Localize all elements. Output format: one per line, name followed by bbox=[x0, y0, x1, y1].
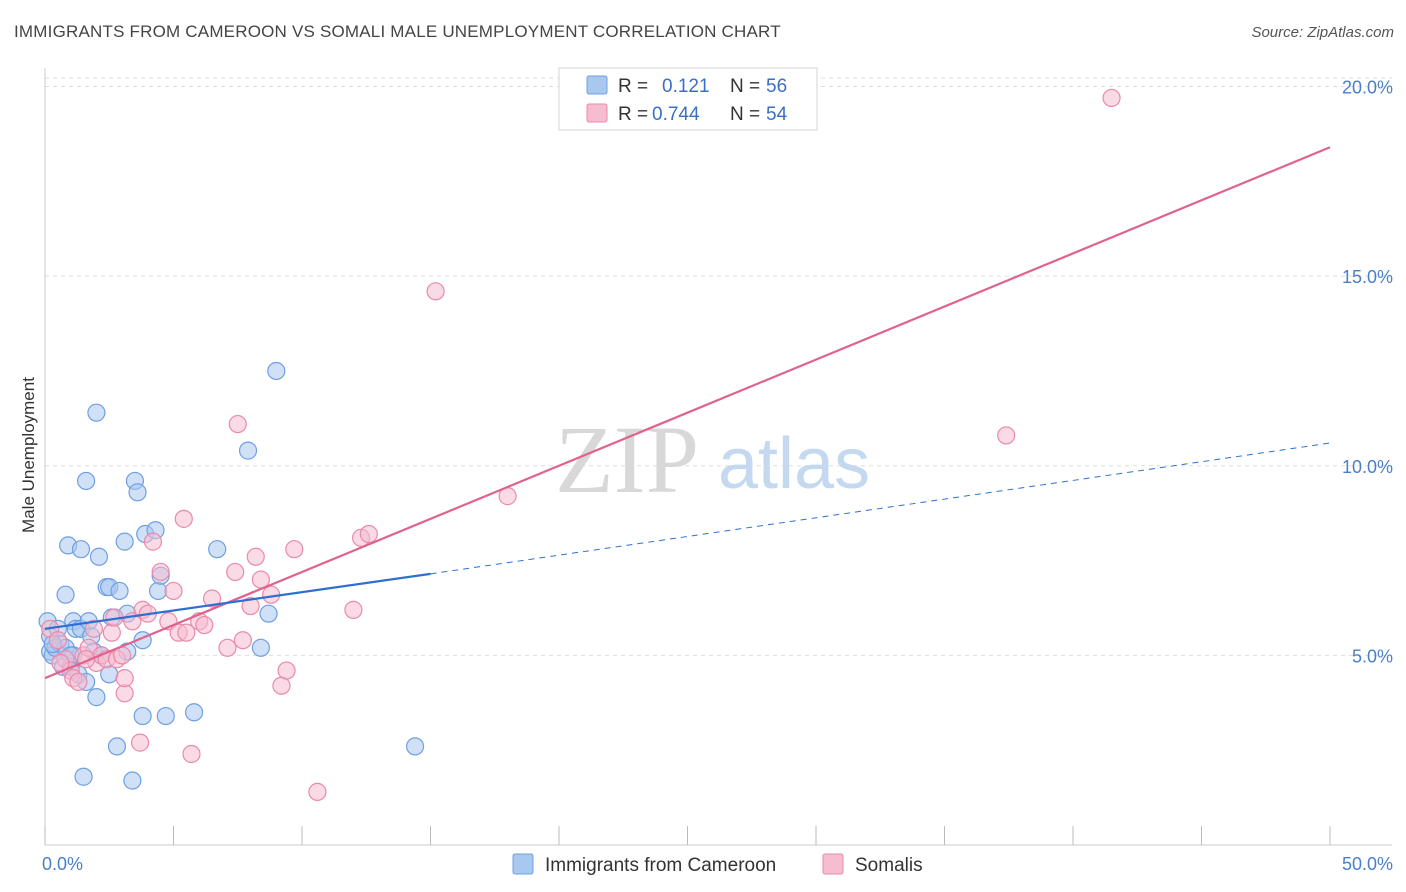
point-somalis-45 bbox=[359, 524, 378, 544]
point-somalis-35 bbox=[241, 596, 260, 616]
trend-line-somalis bbox=[44, 146, 1331, 680]
point-somalis-15 bbox=[115, 684, 134, 703]
point-cameroon-50 bbox=[251, 638, 270, 657]
point-cameroon-48 bbox=[208, 540, 227, 559]
source-label: Source: ZipAtlas.com bbox=[1251, 24, 1394, 41]
point-somalis-26 bbox=[174, 509, 193, 528]
point-cameroon-40 bbox=[133, 706, 152, 726]
y-tick-label-0: 5.0% bbox=[1352, 646, 1393, 666]
legend-r-label-2: R = bbox=[618, 104, 648, 125]
legend-r-value-2: 0.744 bbox=[652, 104, 700, 125]
legend-r-label-1: R = bbox=[618, 76, 648, 97]
legend-n-value-1: 56 bbox=[766, 76, 787, 97]
y-axis-label: Male Unemployment bbox=[19, 377, 38, 533]
legend-n-value-2: 54 bbox=[766, 104, 788, 125]
point-cameroon-20 bbox=[77, 471, 96, 491]
watermark-atlas: atlas bbox=[718, 424, 870, 504]
point-somalis-40 bbox=[277, 661, 296, 680]
y-tick-label-2: 15.0% bbox=[1342, 267, 1393, 287]
point-somalis-32 bbox=[226, 562, 245, 582]
point-somalis-41 bbox=[285, 540, 304, 559]
point-somalis-12 bbox=[102, 623, 121, 642]
point-somalis-49 bbox=[1102, 88, 1121, 108]
trend-line-cameroon bbox=[44, 572, 431, 630]
point-somalis-36 bbox=[246, 547, 265, 566]
watermark-zip: ZIP bbox=[555, 406, 699, 513]
point-somalis-16 bbox=[115, 669, 134, 688]
legend-n-label-2: N = bbox=[730, 104, 760, 125]
point-somalis-28 bbox=[182, 744, 201, 764]
point-somalis-8 bbox=[84, 619, 103, 638]
point-somalis-39 bbox=[272, 676, 291, 695]
point-somalis-5 bbox=[69, 672, 88, 692]
point-cameroon-25 bbox=[87, 403, 106, 422]
point-somalis-24 bbox=[164, 581, 183, 601]
point-somalis-43 bbox=[344, 600, 363, 619]
point-cameroon-24 bbox=[87, 688, 106, 707]
correlation-legend: R = 0.121 N = 56 R = 0.744 N = 54 bbox=[558, 67, 818, 131]
bottom-legend-swatch-cameroon bbox=[512, 853, 534, 875]
point-somalis-33 bbox=[228, 414, 247, 434]
point-somalis-31 bbox=[218, 638, 237, 657]
point-cameroon-37 bbox=[123, 771, 142, 790]
y-tick-label-1: 10.0% bbox=[1342, 457, 1393, 477]
point-cameroon-44 bbox=[148, 581, 168, 601]
trend-lines bbox=[44, 146, 1331, 680]
point-somalis-48 bbox=[997, 426, 1016, 445]
point-somalis-1 bbox=[48, 631, 67, 650]
point-cameroon-8 bbox=[56, 585, 75, 604]
y-tick-label-3: 20.0% bbox=[1342, 78, 1393, 98]
point-cameroon-34 bbox=[115, 532, 134, 551]
bottom-legend-label-somalis: Somalis bbox=[855, 855, 923, 876]
point-somalis-42 bbox=[308, 782, 327, 802]
legend-swatch-somalis bbox=[586, 103, 608, 123]
x-tick-label-max: 50.0% bbox=[1342, 854, 1393, 874]
point-cameroon-32 bbox=[107, 737, 127, 756]
point-cameroon-47 bbox=[184, 703, 204, 722]
point-somalis-53 bbox=[195, 615, 214, 635]
bottom-legend-label-cameroon: Immigrants from Cameroon bbox=[545, 855, 776, 876]
grid-lines bbox=[45, 77, 1392, 656]
point-somalis-21 bbox=[143, 532, 163, 551]
point-somalis-30 bbox=[202, 589, 222, 608]
point-cameroon-52 bbox=[267, 361, 286, 381]
point-cameroon-17 bbox=[71, 540, 91, 559]
legend-r-value-1: 0.121 bbox=[662, 76, 710, 97]
series-legend: Immigrants from Cameroon Somalis bbox=[512, 853, 923, 876]
axes bbox=[44, 68, 1392, 846]
tick-labels: 5.0% 10.0% 15.0% 20.0% 0.0% 50.0% bbox=[42, 78, 1393, 874]
point-cameroon-26 bbox=[89, 547, 109, 566]
point-cameroon-53 bbox=[405, 737, 425, 756]
point-cameroon-49 bbox=[238, 441, 258, 460]
trend-line-cameroon-extrapolated bbox=[430, 442, 1331, 575]
point-somalis-22 bbox=[151, 562, 170, 582]
bottom-legend-swatch-somalis bbox=[822, 853, 844, 875]
point-cameroon-33 bbox=[110, 581, 129, 601]
x-tick-label-min: 0.0% bbox=[42, 854, 83, 874]
point-somalis-46 bbox=[426, 282, 445, 301]
chart-title: IMMIGRANTS FROM CAMEROON VS SOMALI MALE … bbox=[14, 22, 781, 41]
point-cameroon-18 bbox=[74, 767, 93, 786]
point-cameroon-46 bbox=[156, 706, 175, 726]
point-somalis-27 bbox=[177, 623, 196, 642]
point-somalis-34 bbox=[233, 631, 252, 650]
point-cameroon-51 bbox=[259, 604, 278, 623]
legend-n-label-1: N = bbox=[730, 76, 760, 97]
legend-swatch-cameroon bbox=[586, 75, 608, 95]
point-cameroon-39 bbox=[128, 483, 147, 502]
point-somalis-18 bbox=[130, 733, 150, 752]
